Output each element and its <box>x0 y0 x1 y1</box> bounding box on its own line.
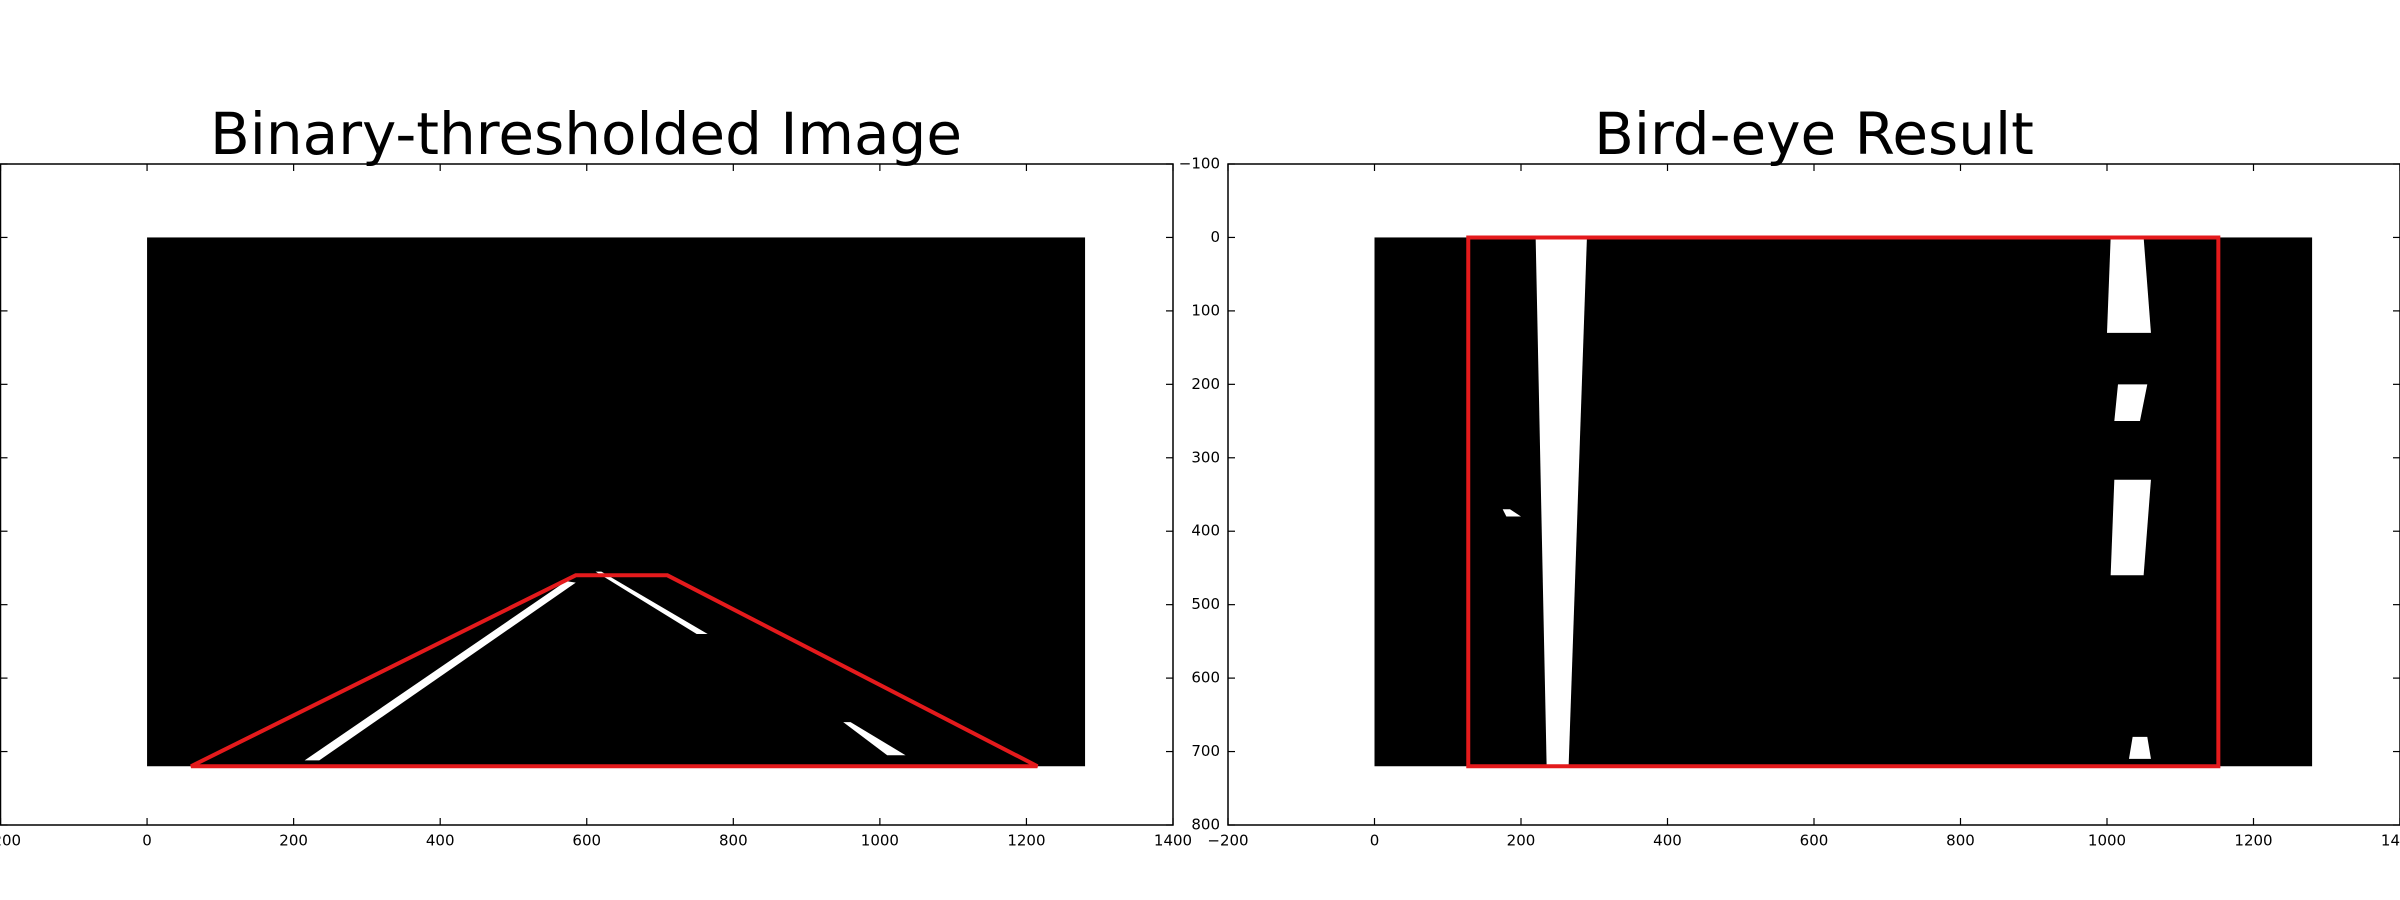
y-tick-label: 600 <box>1191 669 1220 687</box>
x-tick-label: 0 <box>142 832 152 850</box>
overlay-polygon <box>190 573 1039 769</box>
image-feature <box>2110 479 2151 576</box>
image <box>147 237 1086 767</box>
x-tick-label: 400 <box>426 832 455 850</box>
x-tick-label: 0 <box>1370 832 1380 850</box>
x-tick-label: 800 <box>719 832 748 850</box>
image-feature <box>2107 237 2151 333</box>
image-feature <box>1535 237 1587 767</box>
image-feature <box>1502 509 1521 517</box>
y-tick-label: 300 <box>1191 448 1220 466</box>
x-tick-label: 1200 <box>1007 832 1045 850</box>
image-feature <box>843 722 906 756</box>
x-tick-label: 400 <box>1653 832 1682 850</box>
y-tick-label: 0 <box>1210 228 1220 246</box>
y-tick-label: 800 <box>1191 816 1220 834</box>
x-tick-label: 1200 <box>2234 832 2272 850</box>
x-tick-label: −200 <box>1207 832 1248 850</box>
y-tick-label: 200 <box>1191 375 1220 393</box>
x-tick-label: 800 <box>1946 832 1975 850</box>
x-tick-label: 200 <box>279 832 308 850</box>
x-tick-label: 1000 <box>861 832 899 850</box>
x-tick-label: 600 <box>1800 832 1829 850</box>
image-feature <box>2114 384 2148 422</box>
panel-title: Binary-thresholded Image <box>210 100 962 168</box>
y-tick-label: 700 <box>1191 742 1220 760</box>
x-tick-label: −200 <box>0 832 21 850</box>
x-tick-label: 1400 <box>2381 832 2400 850</box>
x-tick-label: 1400 <box>1154 832 1192 850</box>
image-feature <box>304 581 576 761</box>
y-tick-label: 500 <box>1191 595 1220 613</box>
y-tick-label: −100 <box>1179 155 1220 173</box>
overlay-polygon <box>1466 235 2221 769</box>
y-tick-label: 400 <box>1191 522 1220 540</box>
y-tick-label: 100 <box>1191 301 1220 319</box>
x-tick-label: 200 <box>1507 832 1536 850</box>
panel-title: Bird-eye Result <box>1594 100 2034 168</box>
x-tick-label: 600 <box>572 832 601 850</box>
x-tick-label: 1000 <box>2088 832 2126 850</box>
image <box>1374 237 2313 767</box>
image-feature <box>595 571 708 635</box>
image-feature <box>2128 736 2151 759</box>
